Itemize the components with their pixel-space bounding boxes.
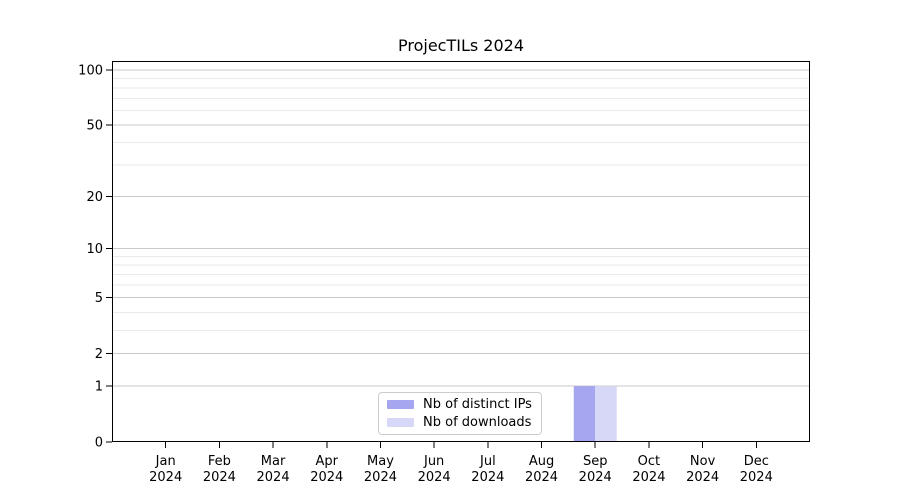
x-tick-label-month: Jan (155, 454, 176, 469)
x-tick-label-year: 2024 (471, 470, 504, 485)
chart-title: ProjecTILs 2024 (397, 36, 524, 55)
x-tick-label-month: May (367, 454, 394, 469)
y-tick-label: 20 (86, 190, 103, 205)
y-tick-label: 0 (95, 436, 103, 451)
x-tick-label-year: 2024 (686, 470, 719, 485)
x-tick-label-year: 2024 (364, 470, 397, 485)
x-tick-label-year: 2024 (257, 470, 290, 485)
legend: Nb of distinct IPs Nb of downloads (378, 392, 542, 435)
legend-label-distinct-ips: Nb of distinct IPs (423, 397, 532, 412)
x-tick-label-month: Mar (261, 454, 286, 469)
y-tick-label: 50 (86, 119, 103, 134)
chart-canvas: 0125102050100Jan2024Feb2024Mar2024Apr202… (78, 61, 810, 485)
x-tick-label-year: 2024 (525, 470, 558, 485)
plot-area: 0 1 2 5 10 20 50 100 Jan 2024 Feb 2024 Mar 2024 Apr 202… (78, 61, 810, 485)
x-tick-label-year: 2024 (632, 470, 665, 485)
x-tick-label-month: Nov (690, 454, 716, 469)
x-tick-label-year: 2024 (149, 470, 182, 485)
y-tick-label: 10 (86, 242, 103, 257)
legend-swatch-downloads-icon (387, 418, 414, 427)
x-tick-label-month: Feb (208, 454, 231, 469)
bar-sep-series1 (595, 386, 617, 442)
x-tick-label-month: Sep (583, 454, 608, 469)
y-tick-label: 100 (78, 64, 103, 79)
legend-item-downloads: Nb of downloads (387, 415, 533, 430)
x-tick-label-month: Oct (638, 454, 660, 469)
bar-sep-series0 (573, 386, 596, 442)
x-tick-label-month: Jun (423, 454, 444, 469)
plot-border (112, 61, 810, 442)
x-tick-label-year: 2024 (579, 470, 612, 485)
x-tick-label-month: Aug (529, 454, 554, 469)
y-tick-label: 5 (95, 291, 103, 306)
x-tick-label-month: Jul (479, 454, 496, 469)
y-tick-label: 1 (95, 380, 103, 395)
x-tick-label-month: Dec (744, 454, 769, 469)
legend-item-distinct-ips: Nb of distinct IPs (387, 397, 533, 412)
x-tick-label-year: 2024 (740, 470, 773, 485)
x-tick-label-month: Apr (316, 454, 339, 469)
x-tick-label-year: 2024 (418, 470, 451, 485)
legend-label-downloads: Nb of downloads (423, 415, 532, 430)
y-tick-label: 2 (95, 347, 103, 362)
x-tick-label-year: 2024 (203, 470, 236, 485)
legend-swatch-distinct-ips-icon (387, 400, 414, 409)
x-tick-label-year: 2024 (310, 470, 343, 485)
